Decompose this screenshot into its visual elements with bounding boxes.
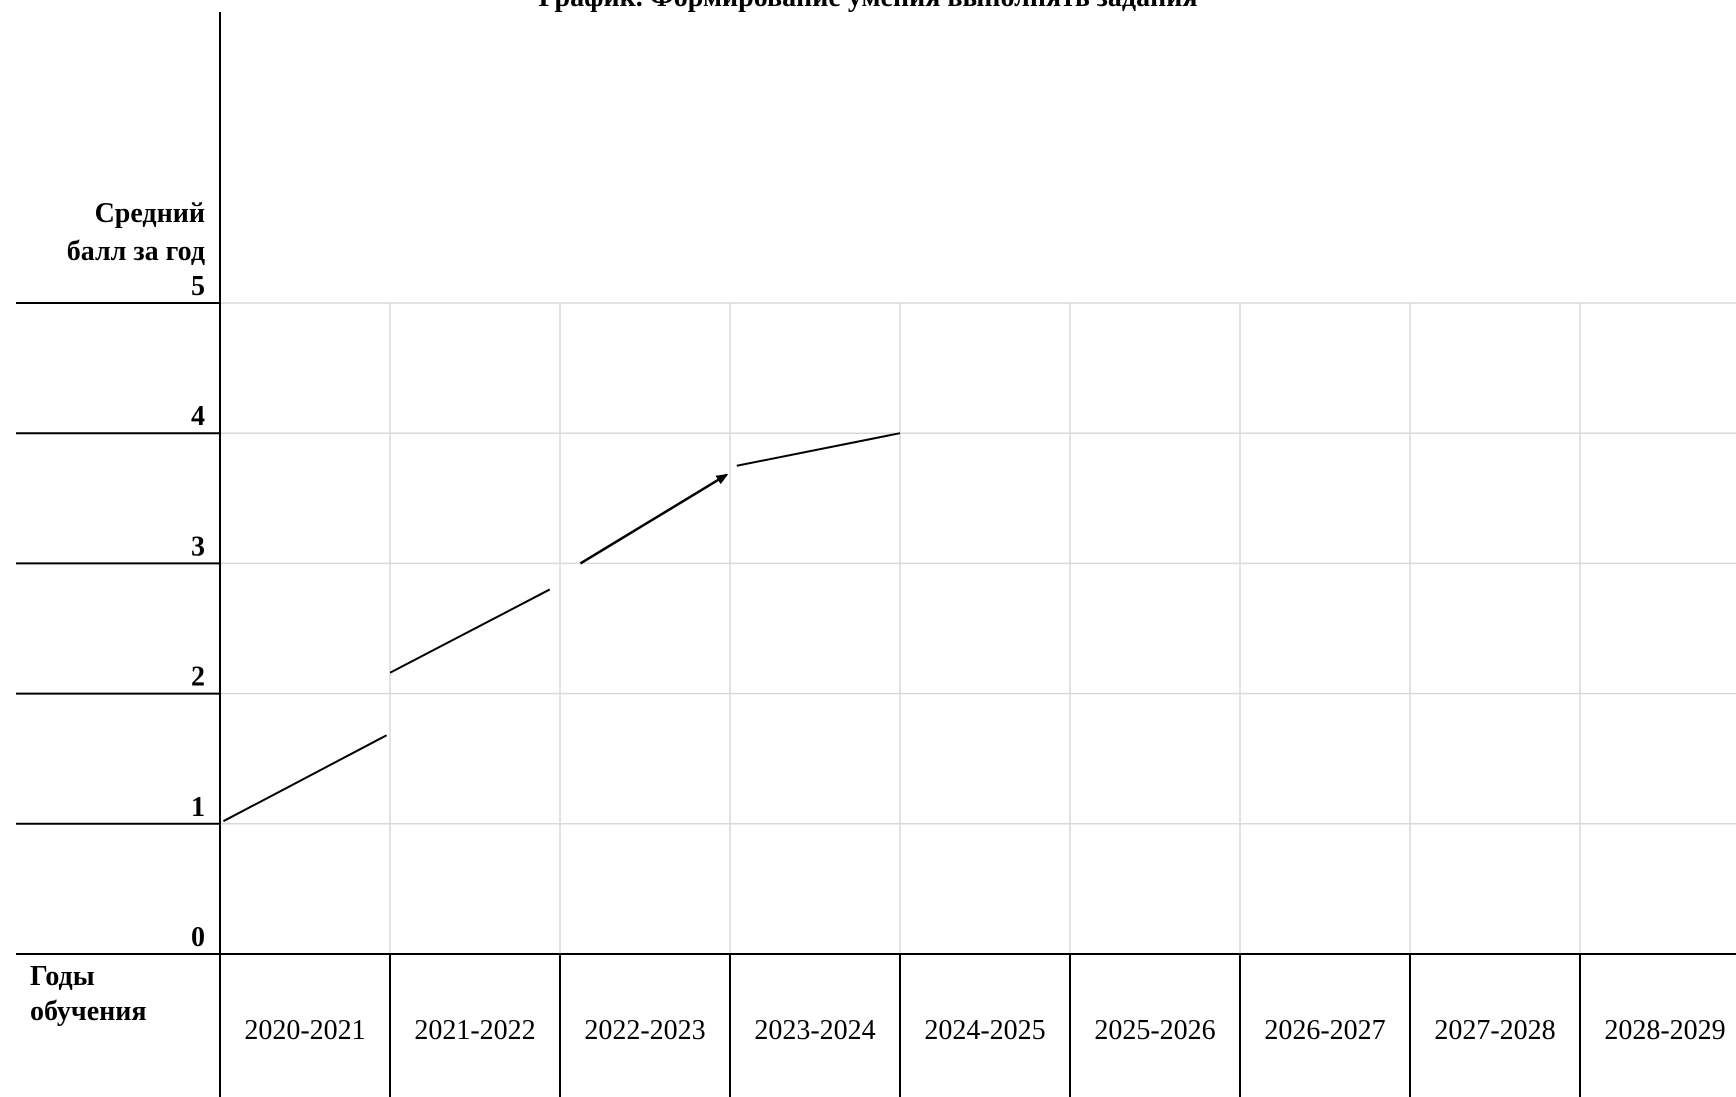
x-tick-label: 2023-2024 — [754, 1015, 875, 1046]
y-tick-label: 3 — [191, 531, 205, 562]
x-axis-label: Годы обучения — [30, 961, 147, 1027]
x-tick-label: 2026-2027 — [1264, 1015, 1385, 1046]
y-tick-labels: 0 1 2 3 4 5 — [191, 271, 205, 953]
series-segment — [579, 473, 729, 565]
series-segment — [736, 432, 901, 467]
x-tick-labels: 2020-2021 2021-2022 2022-2023 2023-2024 2024… — [244, 1015, 1725, 1046]
x-tick-label: 2027-2028 — [1434, 1015, 1555, 1046]
chart-title: График. Формирование умения выполнять за… — [538, 0, 1197, 13]
y-tick-label: 1 — [191, 792, 205, 823]
data-series — [222, 432, 901, 823]
series-segment — [389, 588, 551, 674]
x-tick-label: 2025-2026 — [1094, 1015, 1215, 1046]
axes — [16, 12, 1736, 1097]
x-tick-label: 2028-2029 — [1604, 1015, 1725, 1046]
x-axis-label-line: обучения — [30, 996, 147, 1027]
y-axis-label-line: Средний — [95, 198, 205, 229]
y-axis-label-line: балл за год — [67, 236, 205, 267]
series-segment — [222, 734, 388, 823]
grid — [220, 302, 1736, 954]
x-tick-label: 2020-2021 — [244, 1015, 365, 1046]
y-tick-label: 5 — [191, 271, 205, 302]
x-tick-label: 2022-2023 — [584, 1015, 705, 1046]
y-tick-label: 0 — [191, 922, 205, 953]
y-axis-label: Средний балл за год — [67, 198, 205, 267]
x-axis-label-line: Годы — [30, 961, 95, 992]
y-tick-label: 4 — [191, 401, 205, 432]
x-tick-label: 2024-2025 — [924, 1015, 1045, 1046]
y-tick-label: 2 — [191, 662, 205, 693]
x-tick-label: 2021-2022 — [414, 1015, 535, 1046]
